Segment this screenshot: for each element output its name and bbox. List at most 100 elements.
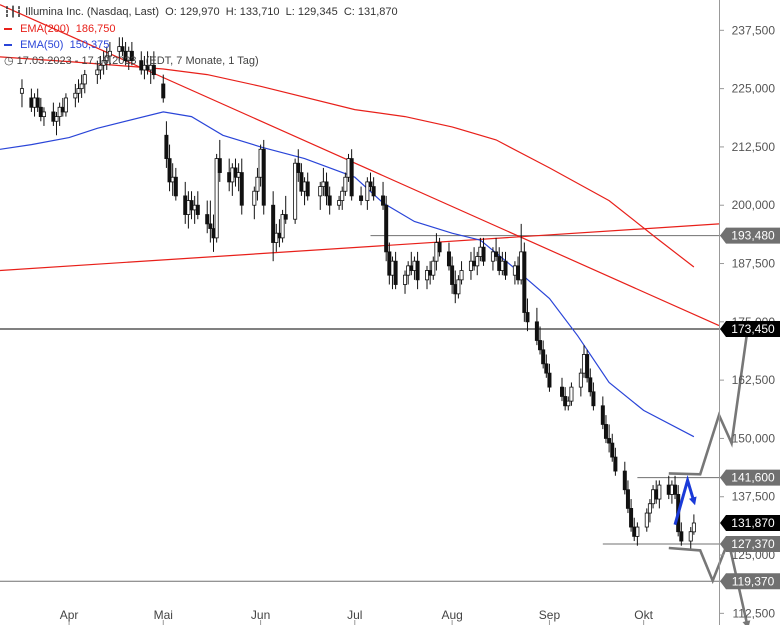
candle-body <box>258 148 263 178</box>
candle-body <box>591 391 596 407</box>
y-tick-label: 225,000 <box>732 82 776 96</box>
x-tick-label: Apr <box>60 608 79 622</box>
candle-body <box>472 260 477 267</box>
candle-body <box>581 354 586 374</box>
period-range: 17.03.2023 - 17.10.2023 <box>16 55 137 67</box>
period-row: ◷ 17.03.2023 - 17.10.2023 (EDT, 7 Monate… <box>4 53 398 69</box>
candle-body <box>490 251 495 262</box>
low-value: 129,345 <box>297 6 338 18</box>
candle-body <box>566 400 571 407</box>
candle-body <box>494 251 499 257</box>
candle-body <box>437 242 442 253</box>
low-label: L: <box>285 6 295 18</box>
x-tick-label: Jun <box>251 608 270 622</box>
price-tag-label: 119,370 <box>732 574 775 588</box>
y-tick-label: 162,500 <box>732 373 776 387</box>
open-value: 129,970 <box>179 6 220 18</box>
price-tags: 193,480 173,450 141,600 131,870 127,370 119,3… <box>720 227 780 590</box>
candle-body <box>578 372 583 388</box>
candle-body <box>538 340 543 351</box>
legend-ema200: EMA(200) 186,750 <box>4 21 398 37</box>
candle-body <box>409 265 414 271</box>
high-label: H: <box>225 6 237 18</box>
candle-body <box>299 172 304 192</box>
candle-body <box>679 531 684 542</box>
x-tick-label: Jul <box>347 608 362 622</box>
x-axis: Apr Mai Jun Jul Aug Sep Okt <box>60 608 654 625</box>
ema200-name: EMA(200) <box>20 23 70 35</box>
candle-body <box>349 158 354 197</box>
candle-body <box>547 372 552 388</box>
high-value: 133,710 <box>239 6 280 18</box>
horizontal-levels <box>0 235 780 582</box>
candle-body <box>446 251 451 267</box>
open-label: O: <box>165 6 177 18</box>
candle-body <box>233 167 238 178</box>
candle-body <box>603 424 608 439</box>
candle-body <box>384 204 389 253</box>
candle-body <box>195 204 200 215</box>
candle-body <box>38 106 43 118</box>
y-tick-label: 112,500 <box>733 606 776 620</box>
candle-body <box>569 386 574 402</box>
candle-body <box>227 172 232 183</box>
y-tick-label: 200,000 <box>732 198 776 212</box>
candle-body <box>519 251 524 281</box>
candle-body <box>371 186 376 197</box>
candle-body <box>393 260 398 285</box>
candle-body <box>340 190 345 201</box>
candle-body <box>60 106 65 113</box>
candle-body <box>32 97 37 108</box>
candle-body <box>434 242 439 262</box>
candle-body <box>497 256 502 271</box>
candle-body <box>666 484 671 495</box>
candle-body <box>359 195 364 201</box>
candle-body <box>230 167 235 183</box>
price-tag <box>720 321 780 338</box>
candle-body <box>255 176 260 192</box>
candle-body <box>622 470 627 491</box>
candle-body <box>95 69 100 76</box>
candle-body <box>428 270 433 276</box>
candle-body <box>688 531 693 542</box>
ema200-line <box>0 56 695 268</box>
candle-body <box>478 246 483 257</box>
x-tick-label: Sep <box>539 608 561 622</box>
candle-icon: ┇┃┇ <box>4 7 23 18</box>
candle-body <box>534 321 539 341</box>
price-tag <box>720 573 780 590</box>
ema50-value: 150,375 <box>69 39 110 51</box>
candle-body <box>563 396 568 407</box>
candle-body <box>151 64 156 76</box>
candle-body <box>104 55 109 62</box>
candle-body <box>453 284 458 295</box>
candle-body <box>280 214 285 239</box>
candle-body <box>29 97 34 108</box>
price-tag <box>720 469 780 486</box>
candle-body <box>657 484 662 500</box>
ema50-name: EMA(50) <box>20 39 64 51</box>
candle-body <box>82 74 87 85</box>
y-axis: 237,500225,000212,500200,000187,500175,0… <box>719 0 775 625</box>
candle-body <box>214 158 219 239</box>
candle-body <box>208 223 213 229</box>
candle-body <box>189 200 194 211</box>
candle-body <box>274 232 279 243</box>
candle-body <box>239 172 244 206</box>
candle-body <box>503 260 508 276</box>
candle-body <box>161 83 166 99</box>
chart-title-row: ┇┃┇ Illumina Inc. (Nasdaq, Last) O: 129,… <box>4 4 398 21</box>
candle-body <box>318 186 323 197</box>
candle-body <box>585 354 590 379</box>
candle-body <box>450 265 455 285</box>
candle-body <box>468 260 473 271</box>
trendline <box>0 223 720 272</box>
price-tag-label: 127,370 <box>731 537 775 551</box>
chart-title: Illumina Inc. (Nasdaq, Last) <box>25 6 160 18</box>
candle-body <box>368 181 373 187</box>
candle-body <box>651 489 656 505</box>
ema200-value: 186,750 <box>75 23 116 35</box>
legend-ema50: EMA(50) 150,375 <box>4 37 398 53</box>
candle-body <box>236 172 241 178</box>
